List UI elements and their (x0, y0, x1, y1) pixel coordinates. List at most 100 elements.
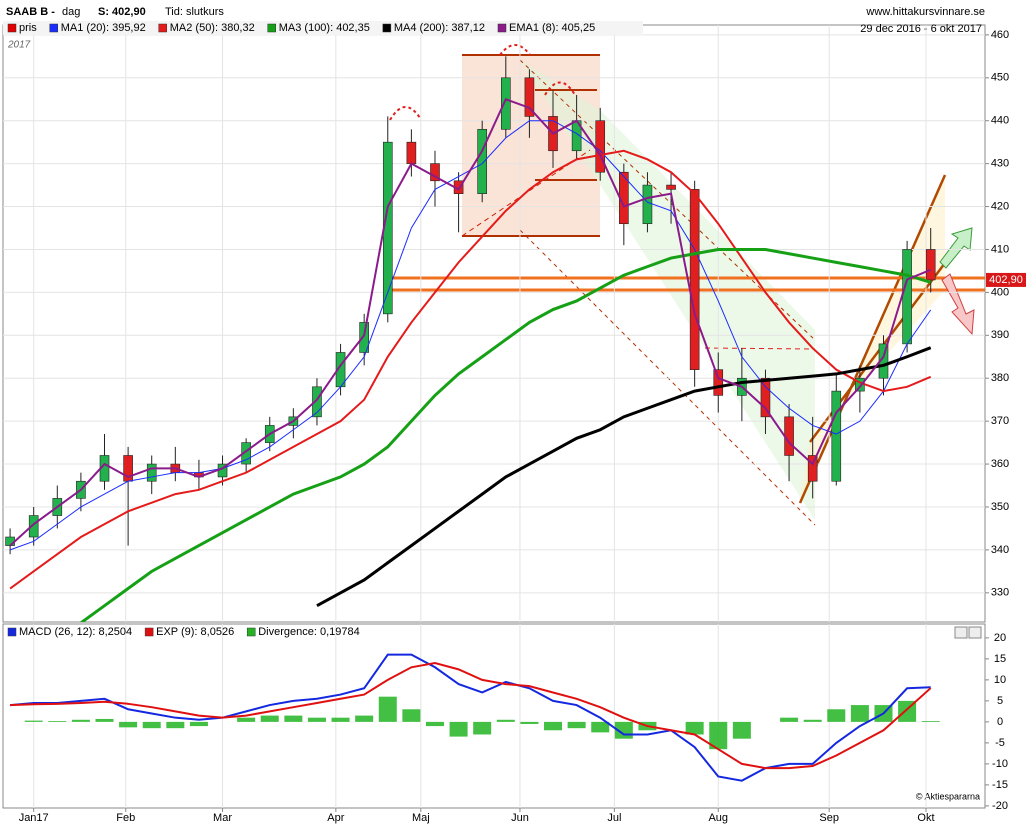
x-tick-label: Maj (412, 812, 430, 824)
y-tick-label: 15 (994, 653, 1006, 665)
legend-swatch (49, 23, 58, 33)
period: dag (62, 6, 80, 18)
divergence-bar (780, 717, 799, 722)
x-tick-label: Feb (116, 812, 135, 824)
symbol: SAAB B - (6, 6, 55, 18)
candle-body (477, 128, 487, 194)
candle-body (146, 463, 157, 482)
divergence-bar (425, 721, 444, 727)
divergence-bar (142, 721, 161, 729)
y-tick-label: 410 (991, 243, 1009, 255)
divergence-bar (119, 721, 138, 728)
y-tick-label: 390 (991, 329, 1009, 341)
divergence-bar (827, 709, 846, 722)
drawn-line (704, 347, 816, 350)
x-tick-label: Jan17 (19, 812, 49, 824)
candle-body (430, 163, 440, 182)
y-tick-label: -20 (992, 800, 1008, 812)
candle-body (831, 390, 842, 482)
date-range: 29 dec 2016 - 6 okt 2017 (860, 23, 982, 35)
candle-body (925, 249, 936, 281)
candle-body (760, 377, 771, 418)
y-tick-label: 360 (991, 458, 1009, 470)
drawn-line (798, 174, 947, 504)
y-tick-label: 380 (991, 372, 1009, 384)
divergence-bar (402, 709, 421, 722)
divergence-bar (921, 721, 940, 722)
divergence-bar (378, 696, 397, 722)
y-tick-label: -5 (995, 737, 1005, 749)
legend-swatch (7, 23, 17, 33)
candle-body (359, 322, 369, 353)
divergence-bar (709, 721, 728, 750)
drawn-arc (499, 44, 531, 56)
candle-body (642, 184, 653, 225)
x-tick-label: Jun (511, 812, 529, 824)
y-tick-label: 420 (991, 200, 1009, 212)
x-tick-label: Sep (819, 812, 839, 824)
site: www.hittakursvinnare.se (865, 6, 985, 18)
drawn-arc (544, 81, 576, 96)
credit: © Aktiespararna (916, 791, 980, 801)
y-tick-label: 350 (991, 501, 1009, 513)
y-tick-label: 340 (991, 544, 1009, 556)
tool-button[interactable] (954, 626, 968, 639)
y-tick-label: 460 (991, 29, 1009, 41)
divergence-bar (95, 718, 114, 722)
y-tick-label: 370 (991, 415, 1009, 427)
x-tick-label: Apr (327, 812, 344, 824)
divergence-bar (473, 721, 492, 735)
legend-swatch (144, 627, 154, 637)
y-tick-label: 400 (991, 286, 1009, 298)
y-tick-label: 440 (991, 115, 1009, 127)
price-tag: 402,90 (989, 274, 1023, 286)
legend-swatch (267, 23, 276, 33)
divergence-bar (48, 721, 67, 722)
legend-label: MA1 (20): 395,92 (61, 22, 146, 34)
divergence-bar (307, 717, 326, 722)
legend-label: EMA1 (8): 405,25 (509, 22, 595, 34)
legend-swatch (7, 627, 17, 637)
price-tag-box (986, 272, 1026, 287)
y-tick-label: 10 (994, 674, 1006, 686)
candle-body (312, 386, 322, 418)
legend-label: MACD (26, 12): 8,2504 (19, 626, 132, 638)
candle-body (595, 120, 606, 173)
close-button[interactable] (968, 626, 982, 639)
macd-plot (9, 653, 940, 782)
down-arrow (941, 273, 975, 336)
x-tick-label: Mar (213, 812, 232, 824)
y-tick-label: 430 (991, 158, 1009, 170)
legend-swatch (158, 23, 167, 33)
mode: Tid: slutkurs (165, 6, 224, 18)
drawn-line (519, 229, 816, 526)
candle-body (666, 184, 676, 190)
legend-label: MA3 (100): 402,35 (279, 22, 370, 34)
divergence-bar (732, 721, 751, 739)
candle-body (524, 77, 535, 117)
candle-body (902, 249, 912, 345)
y-tick-label: 450 (991, 72, 1009, 84)
series-line (9, 653, 931, 782)
divergence-bar (544, 721, 563, 731)
legend-swatch (246, 627, 256, 637)
divergence-bar (850, 705, 869, 722)
up-arrow (939, 227, 973, 269)
legend-swatch (497, 23, 507, 33)
candle-body (784, 416, 794, 456)
y-tick-label: 20 (994, 632, 1006, 644)
candle-body (713, 369, 724, 396)
x-tick-label: Okt (917, 812, 934, 824)
y-tick-label: 330 (991, 587, 1009, 599)
y-tick-label: 0 (997, 716, 1003, 728)
divergence-bar (166, 721, 185, 729)
divergence-bar (449, 721, 468, 737)
last-price: S: 402,90 (98, 6, 146, 18)
candle-body (28, 515, 39, 538)
divergence-bar (24, 720, 43, 722)
price-plot (3, 25, 985, 622)
legend-label: pris (19, 22, 37, 34)
series-line (9, 97, 932, 547)
divergence-bar (591, 721, 610, 733)
